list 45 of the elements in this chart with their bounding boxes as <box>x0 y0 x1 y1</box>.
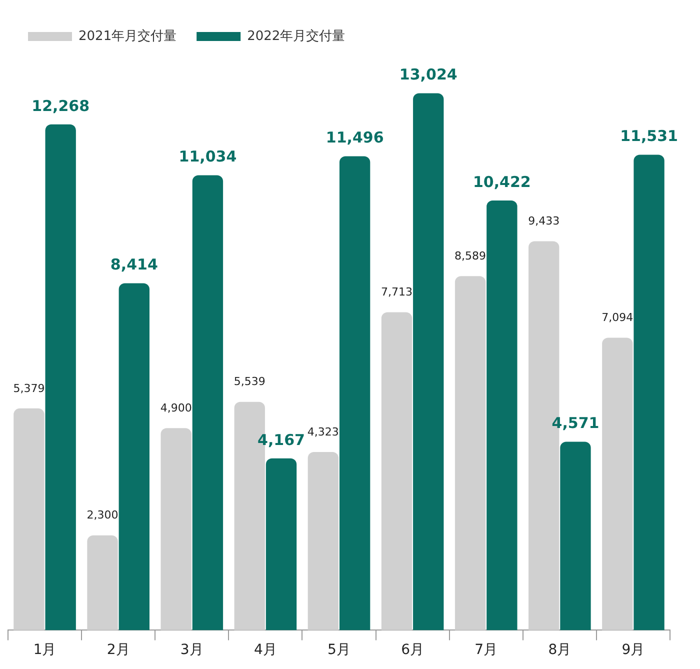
legend-label: 2021年月交付量 <box>78 28 177 44</box>
data-label: 4,571 <box>552 414 600 432</box>
x-tick-label: 5月 <box>328 642 350 658</box>
data-label: 13,024 <box>399 66 458 84</box>
data-label: 4,323 <box>307 425 339 438</box>
bar <box>118 283 150 630</box>
x-tick-label: 3月 <box>180 642 204 658</box>
bar <box>560 442 591 630</box>
x-tick-label: 6月 <box>401 642 424 658</box>
data-label: 4,167 <box>258 430 305 449</box>
bar <box>339 156 370 630</box>
data-label: 7,713 <box>380 286 412 299</box>
bar <box>160 428 192 630</box>
x-tick-label: 2月 <box>106 642 130 658</box>
data-label: 4,900 <box>160 402 192 415</box>
bar <box>413 93 444 630</box>
bar <box>454 276 486 630</box>
data-label: 8,414 <box>110 256 158 274</box>
bar <box>45 124 76 630</box>
data-label: 5,539 <box>234 375 266 388</box>
data-label: 11,496 <box>326 128 384 147</box>
bar <box>381 312 412 630</box>
data-label: 11,034 <box>178 148 237 166</box>
data-label: 10,422 <box>472 172 531 191</box>
data-label: 8,589 <box>454 249 486 262</box>
bar <box>602 338 633 630</box>
legend-label: 2022年月交付量 <box>247 28 346 44</box>
bar <box>192 175 224 630</box>
data-label: 9,433 <box>528 214 560 228</box>
x-tick-label: 9月 <box>622 642 645 658</box>
x-tick-label: 4月 <box>254 642 277 658</box>
x-tick-label: 8月 <box>548 642 572 658</box>
bar <box>87 535 118 630</box>
data-label: 11,531 <box>620 127 678 146</box>
data-label: 2,300 <box>86 508 118 522</box>
x-tick-label: 7月 <box>474 642 498 658</box>
bar <box>266 458 297 630</box>
bar <box>308 452 339 630</box>
data-label: 12,268 <box>32 96 90 115</box>
bar <box>14 408 44 630</box>
data-label: 7,094 <box>602 311 634 324</box>
bar <box>486 200 518 630</box>
bar <box>634 154 664 630</box>
data-label: 5,379 <box>13 382 45 395</box>
x-tick-label: 1月 <box>33 642 56 658</box>
